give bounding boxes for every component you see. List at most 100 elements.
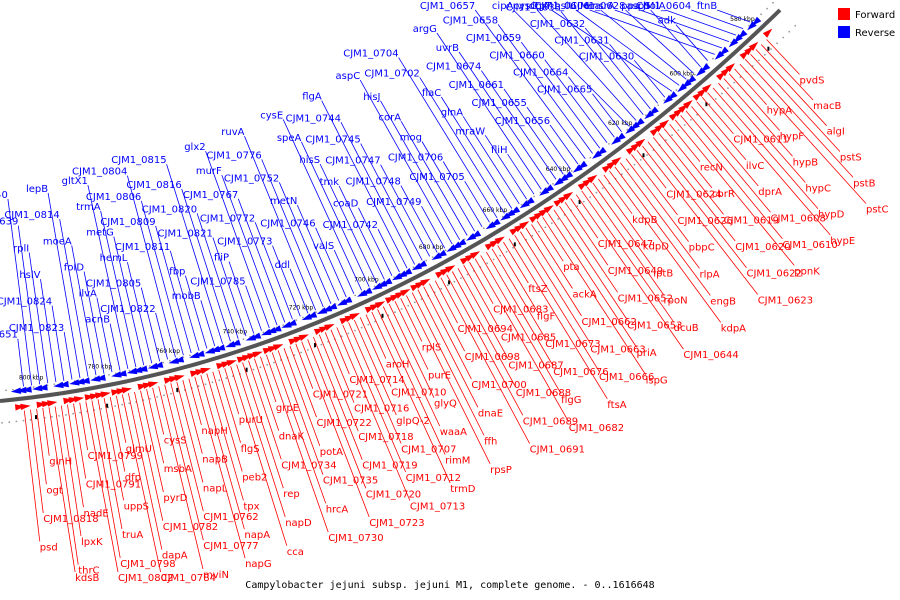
forward-leader-line [486, 251, 554, 367]
forward-gene-label: purU [239, 415, 263, 426]
track-dot [163, 394, 165, 397]
forward-gene-arrow [400, 289, 411, 297]
reverse-gene-arrow [90, 375, 101, 382]
reverse-gene-arrow [261, 328, 272, 336]
reverse-gene-label: CJM1_0805 [86, 279, 141, 290]
forward-leader-line [564, 202, 609, 266]
forward-gene-label: hypD [818, 210, 845, 221]
reverse-leader-line [600, 9, 687, 80]
forward-leader-line [440, 277, 530, 444]
forward-gene-label: hypA [767, 106, 793, 117]
reverse-gene-label: ilvA [79, 289, 97, 300]
reverse-leader-line [340, 122, 416, 265]
forward-leader-line [497, 245, 538, 311]
reverse-gene-label: CJM1_0633 [506, 3, 561, 14]
forward-gene-label: CJM1_0611 [733, 135, 788, 146]
forward-gene-label: dnaE [478, 408, 503, 419]
kbp-tick-mark [176, 387, 179, 392]
forward-gene-arrow [298, 334, 309, 341]
forward-gene-label: glmU [126, 444, 152, 455]
kbp-tick-mark [35, 415, 37, 420]
forward-leader-line [230, 366, 288, 546]
forward-gene-label: flgS [241, 444, 260, 455]
forward-gene-label: peb2 [242, 473, 267, 484]
track-dot [733, 81, 736, 84]
track-dot [320, 343, 323, 346]
reverse-gene-arrow [168, 357, 179, 364]
track-dot [293, 354, 296, 356]
reverse-leader-line [245, 285, 262, 331]
track-dot [764, 53, 766, 56]
forward-gene-label: CJM1_0712 [406, 473, 461, 484]
forward-leader-line [36, 408, 47, 485]
forward-gene-arrow [226, 360, 237, 367]
reverse-gene-label: CJM1_0631 [554, 35, 609, 46]
forward-leader-line [723, 78, 793, 157]
reverse-gene-label: CJM1_0639 [0, 217, 18, 228]
track-dot [677, 129, 680, 132]
reverse-leader-line [87, 185, 129, 369]
forward-leader-line [336, 327, 411, 501]
forward-gene-label: dapA [162, 551, 188, 562]
reverse-leader-line [181, 188, 231, 342]
forward-leader-line [134, 391, 164, 521]
reverse-gene-arrow [700, 63, 711, 73]
track-dot [360, 326, 363, 329]
track-dot [772, 1, 774, 4]
reverse-gene-label: CJM1_0705 [409, 172, 464, 183]
forward-leader-line [696, 101, 747, 161]
forward-leader-line [206, 373, 244, 501]
forward-gene-label: kdpB [632, 215, 657, 226]
reverse-leader-line [717, 9, 751, 23]
forward-gene-label: CJM1_0707 [401, 445, 456, 456]
track-dot [307, 349, 309, 351]
reverse-gene-arrow [95, 374, 106, 381]
reverse-gene-label: CJM1_0815 [111, 155, 166, 166]
track-dot [712, 57, 714, 60]
forward-leader-line [194, 376, 246, 559]
forward-gene-label: hypB [793, 157, 819, 168]
forward-gene-arrow [252, 351, 263, 358]
forward-leader-line [176, 381, 204, 483]
forward-leader-line [575, 194, 684, 350]
forward-gene-label: kdpD [643, 242, 669, 253]
reverse-leader-line [296, 204, 340, 301]
forward-leader-line [365, 314, 387, 359]
forward-gene-label: tpx [243, 501, 259, 512]
reverse-leader-line [474, 9, 586, 160]
reverse-leader-line [691, 9, 744, 29]
forward-gene-label: kdsB [75, 573, 99, 584]
reverse-leader-line [575, 9, 680, 86]
reverse-gene-arrow [456, 238, 467, 247]
forward-gene-arrow [20, 403, 31, 410]
reverse-gene-arrow [271, 325, 282, 332]
reverse-gene-label: CJM1_0702 [364, 68, 419, 79]
forward-gene-arrow [494, 236, 505, 245]
forward-leader-line [451, 271, 517, 388]
forward-leader-line [91, 400, 121, 558]
track-dot [520, 203, 523, 206]
forward-leader-line [371, 311, 451, 484]
track-dot [675, 89, 678, 92]
track-dot [121, 403, 124, 406]
forward-gene-arrow [420, 278, 431, 287]
reverse-gene-arrow [74, 378, 85, 385]
forward-leader-line [271, 352, 327, 504]
forward-gene-label: CJM1_0799 [88, 451, 143, 462]
forward-leader-line [592, 182, 654, 268]
track-dot [639, 159, 642, 161]
track-dot [108, 373, 110, 376]
forward-gene-label: CJM1_0777 [203, 541, 258, 552]
reverse-gene-arrow [116, 370, 127, 377]
track-dot [499, 254, 501, 257]
track-dot [162, 361, 165, 364]
forward-gene-label: waaA [440, 427, 467, 438]
reverse-gene-arrow [577, 160, 588, 170]
reverse-leader-line [481, 70, 557, 180]
reverse-leader-line [96, 297, 113, 373]
reverse-leader-line [221, 174, 278, 326]
forward-gene-arrow [349, 313, 360, 320]
forward-gene-arrow [701, 83, 712, 93]
forward-gene-label: ilvC [746, 161, 764, 172]
reverse-gene-label: flaC [422, 88, 441, 99]
